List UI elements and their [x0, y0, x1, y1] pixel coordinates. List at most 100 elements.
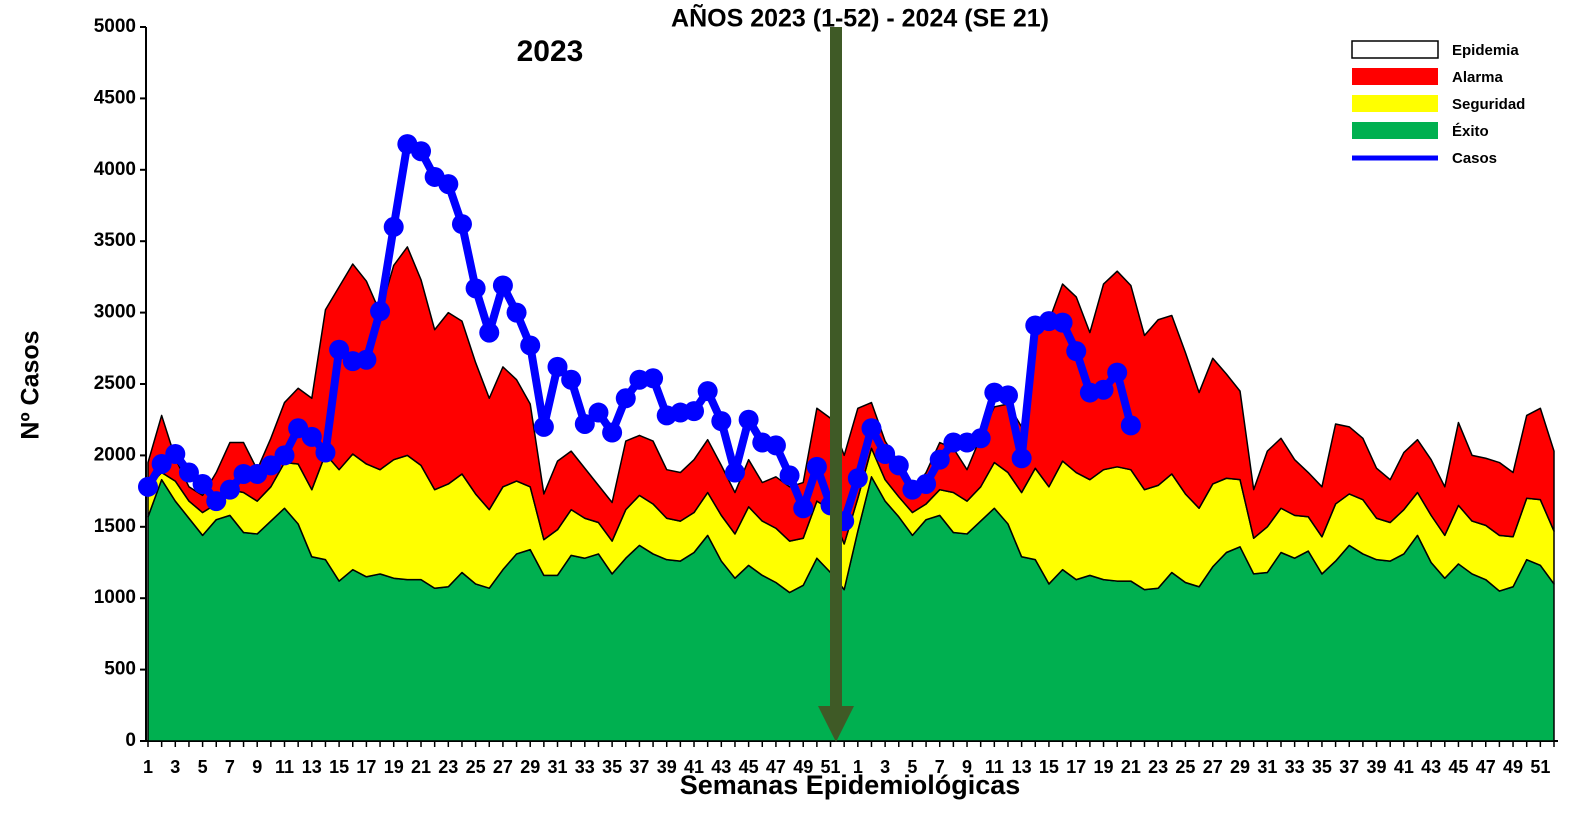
- marker: [861, 418, 882, 439]
- marker: [274, 445, 295, 466]
- x-tick-label: 27: [493, 757, 513, 777]
- x-tick-label: 23: [1148, 757, 1168, 777]
- y-tick-label: 3000: [94, 302, 136, 323]
- marker: [438, 174, 459, 195]
- marker: [697, 381, 718, 402]
- marker: [206, 491, 227, 512]
- x-tick-label: 45: [1448, 757, 1468, 777]
- marker: [875, 443, 896, 464]
- marker: [602, 422, 623, 443]
- marker: [997, 385, 1018, 406]
- legend-swatch: [1352, 95, 1438, 112]
- marker: [1066, 341, 1087, 362]
- x-tick-label: 47: [766, 757, 786, 777]
- x-tick-label: 1: [853, 757, 863, 777]
- x-tick-label: 33: [1285, 757, 1305, 777]
- marker: [711, 411, 732, 432]
- marker: [738, 409, 759, 430]
- x-tick-label: 31: [1257, 757, 1277, 777]
- arrow-shaft: [830, 27, 842, 712]
- x-tick-label: 17: [356, 757, 376, 777]
- x-tick-label: 35: [1312, 757, 1332, 777]
- legend-label: Seguridad: [1452, 96, 1525, 113]
- x-tick-label: 7: [935, 757, 945, 777]
- legend: Epidemia Alarma Seguridad Éxito Casos: [1323, 27, 1568, 172]
- marker: [779, 465, 800, 486]
- x-tick-label: 39: [657, 757, 677, 777]
- x-tick-label: 45: [739, 757, 759, 777]
- marker: [479, 322, 500, 343]
- marker: [465, 278, 486, 299]
- x-tick-label: 47: [1476, 757, 1496, 777]
- x-tick-label: 25: [1175, 757, 1195, 777]
- marker: [765, 435, 786, 456]
- x-tick-label: 31: [547, 757, 567, 777]
- marker: [315, 442, 336, 463]
- x-tick-label: 11: [275, 757, 294, 777]
- marker: [643, 368, 664, 389]
- y-tick-label: 3500: [94, 230, 136, 251]
- y-tick-label: 2000: [94, 444, 136, 465]
- y-tick-label: 4500: [94, 87, 136, 108]
- y-tick-label: 2500: [94, 373, 136, 394]
- marker: [1093, 379, 1114, 400]
- y-tick-label: 500: [104, 659, 136, 680]
- x-axis-label: Semanas Epidemiológicas: [680, 770, 1021, 800]
- marker: [533, 416, 554, 437]
- x-tick-label: 41: [684, 757, 704, 777]
- marker: [178, 462, 199, 483]
- marker: [329, 339, 350, 360]
- x-tick-label: 17: [1066, 757, 1086, 777]
- x-tick-label: 13: [302, 757, 322, 777]
- marker: [574, 413, 595, 434]
- marker: [1120, 415, 1141, 436]
- x-tick-label: 43: [1421, 757, 1441, 777]
- y-tick-label: 1000: [94, 587, 136, 608]
- x-tick-label: 21: [411, 757, 431, 777]
- legend-swatch: [1352, 68, 1438, 85]
- marker: [1011, 448, 1032, 469]
- marker: [520, 335, 541, 356]
- x-tick-label: 23: [438, 757, 458, 777]
- marker: [684, 401, 705, 422]
- marker: [888, 455, 909, 476]
- marker: [806, 456, 827, 477]
- marker: [138, 476, 158, 497]
- y-tick-label: 4000: [94, 159, 136, 180]
- x-tick-label: 3: [880, 757, 890, 777]
- x-tick-label: 9: [962, 757, 972, 777]
- marker: [370, 301, 391, 322]
- x-tick-label: 51: [821, 757, 841, 777]
- marker: [970, 428, 991, 449]
- legend-swatch: [1352, 122, 1438, 139]
- x-tick-label: 49: [793, 757, 813, 777]
- x-tick-label: 29: [520, 757, 540, 777]
- x-tick-label: 5: [198, 757, 208, 777]
- marker: [383, 216, 404, 237]
- legend-label: Epidemia: [1452, 42, 1519, 59]
- marker: [847, 468, 868, 489]
- marker: [165, 443, 186, 464]
- plot-area: 0 500 1000 1500 2000 2500 3000 3500 4000 4500 5000…: [94, 16, 1558, 777]
- x-tick-label: 49: [1503, 757, 1523, 777]
- x-tick-label: 43: [711, 757, 731, 777]
- marker: [1052, 312, 1073, 333]
- x-tick-label: 29: [1230, 757, 1250, 777]
- marker: [451, 214, 472, 235]
- x-tick-label: 19: [384, 757, 404, 777]
- x-tick-label: 9: [252, 757, 262, 777]
- legend-label: Éxito: [1452, 123, 1489, 140]
- marker: [506, 302, 527, 323]
- x-tick-label: 3: [170, 757, 180, 777]
- y-axis-label: Nº Casos: [17, 330, 45, 439]
- x-tick-label: 19: [1094, 757, 1114, 777]
- x-tick-label: 33: [575, 757, 595, 777]
- marker: [916, 473, 937, 494]
- x-tick-label: 37: [629, 757, 649, 777]
- x-tick-label: 35: [602, 757, 622, 777]
- marker: [301, 426, 322, 447]
- x-tick-label: 7: [225, 757, 235, 777]
- marker: [793, 498, 814, 519]
